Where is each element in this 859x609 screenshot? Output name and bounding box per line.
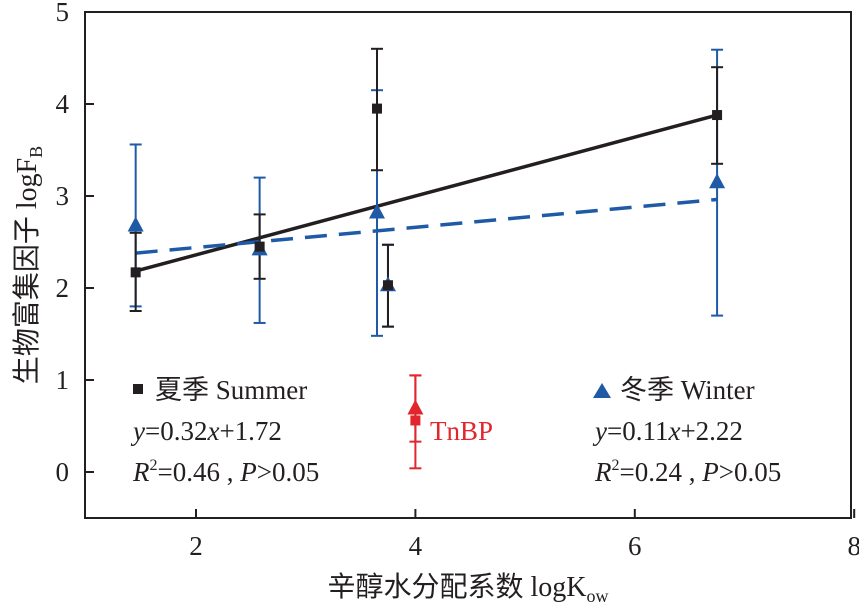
x-axis-label: 辛醇水分配系数 logKow bbox=[327, 571, 608, 606]
fit-lines bbox=[135, 113, 718, 273]
fit-line-winter bbox=[135, 197, 718, 255]
data-markers bbox=[127, 103, 726, 426]
x-tick-label: 8 bbox=[847, 531, 859, 561]
point-winter bbox=[127, 216, 144, 232]
legend-winter-label: 冬季 Winter bbox=[620, 375, 755, 405]
point-summer bbox=[130, 267, 141, 278]
legend-winter-marker bbox=[593, 383, 611, 398]
fit-line-summer bbox=[135, 113, 718, 273]
y-tick-label: 4 bbox=[56, 89, 70, 119]
point-summer bbox=[254, 241, 265, 252]
axis-ticks: 2 4 6 8 0 1 2 3 4 5 bbox=[56, 0, 859, 561]
error-bars bbox=[129, 47, 724, 470]
y-tick-label: 0 bbox=[56, 457, 70, 487]
y-tick-label: 5 bbox=[56, 0, 70, 27]
x-tick-label: 4 bbox=[409, 531, 423, 561]
legend-summer-equation: y=0.32x+1.72 bbox=[130, 416, 282, 446]
legend-winter-stats: R2=0.24 , P>0.05 bbox=[594, 457, 781, 487]
y-tick-label: 1 bbox=[56, 365, 70, 395]
point-summer bbox=[712, 110, 723, 121]
legend-summer-label: 夏季 Summer bbox=[155, 375, 307, 405]
y-tick-label: 2 bbox=[56, 273, 70, 303]
legend-winter-equation: y=0.11x+2.22 bbox=[592, 416, 743, 446]
y-tick-label: 3 bbox=[56, 181, 70, 211]
legend-summer-stats: R2=0.46 , P>0.05 bbox=[132, 457, 319, 487]
tnbp-point-winter bbox=[407, 399, 424, 415]
tnbp-point-summer bbox=[410, 415, 421, 426]
y-axis-label: 生物富集因子 logFB bbox=[11, 146, 46, 384]
legend-summer-marker bbox=[133, 384, 143, 394]
point-summer bbox=[382, 280, 393, 291]
point-winter bbox=[709, 173, 726, 189]
point-summer bbox=[372, 103, 383, 114]
point-winter bbox=[369, 203, 386, 219]
tnbp-label: TnBP bbox=[430, 416, 493, 446]
x-tick-label: 2 bbox=[189, 531, 203, 561]
x-tick-label: 6 bbox=[628, 531, 642, 561]
plot-frame bbox=[84, 11, 852, 519]
